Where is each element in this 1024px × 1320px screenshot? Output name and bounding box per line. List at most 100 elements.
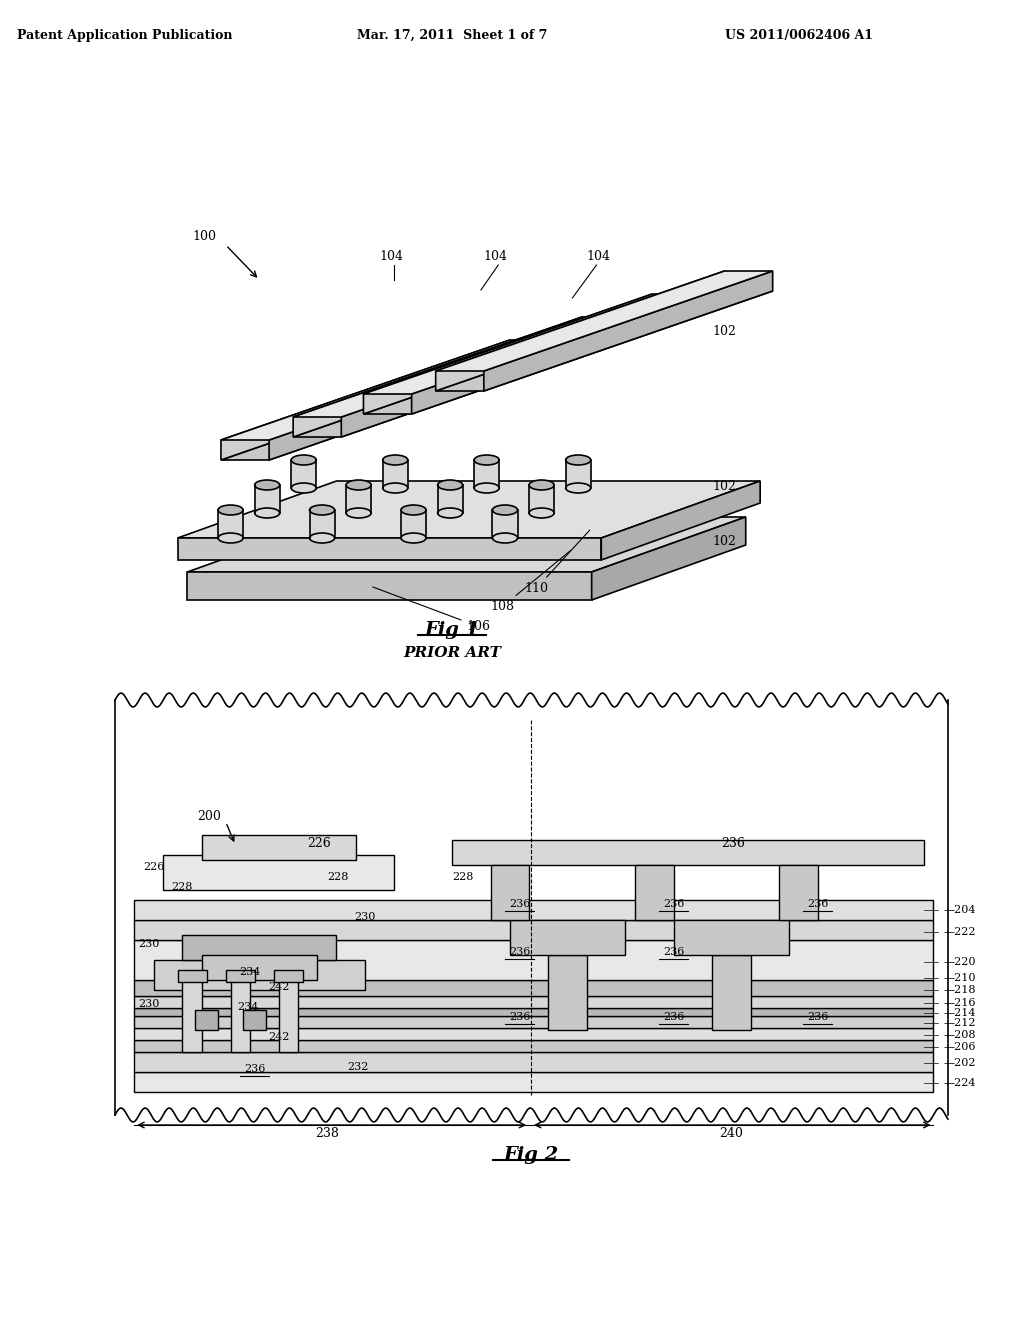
Text: Mar. 17, 2011  Sheet 1 of 7: Mar. 17, 2011 Sheet 1 of 7 (356, 29, 547, 41)
Text: 102: 102 (712, 535, 736, 548)
Polygon shape (177, 539, 601, 560)
Polygon shape (218, 510, 243, 539)
Ellipse shape (529, 508, 554, 517)
Polygon shape (412, 294, 700, 414)
Text: 240: 240 (719, 1127, 743, 1140)
Polygon shape (202, 954, 317, 979)
Polygon shape (293, 317, 582, 437)
Text: 228: 228 (452, 873, 473, 882)
Polygon shape (134, 1052, 934, 1072)
Text: 234: 234 (238, 1002, 259, 1012)
Polygon shape (134, 979, 934, 997)
Polygon shape (401, 510, 426, 539)
Polygon shape (221, 360, 558, 459)
Text: 108: 108 (490, 550, 570, 612)
Polygon shape (309, 510, 335, 539)
Polygon shape (255, 484, 280, 513)
Text: PRIOR ART: PRIOR ART (403, 645, 501, 660)
Text: 230: 230 (138, 939, 160, 949)
Ellipse shape (383, 483, 408, 492)
Polygon shape (187, 517, 745, 572)
Ellipse shape (346, 508, 371, 517)
Text: —212: —212 (943, 1018, 976, 1028)
Polygon shape (182, 979, 202, 1052)
Text: 242: 242 (268, 1032, 290, 1041)
Text: 236: 236 (722, 837, 745, 850)
Polygon shape (134, 920, 934, 940)
Ellipse shape (565, 455, 591, 465)
Text: 228: 228 (172, 882, 194, 892)
Text: 226: 226 (307, 837, 332, 850)
Text: 102: 102 (712, 325, 736, 338)
Polygon shape (273, 970, 303, 982)
Ellipse shape (255, 480, 280, 490)
Polygon shape (435, 271, 725, 391)
Ellipse shape (401, 533, 426, 543)
Ellipse shape (437, 508, 463, 517)
Ellipse shape (401, 506, 426, 515)
Text: 234: 234 (240, 968, 260, 977)
Text: 242: 242 (268, 982, 290, 993)
Polygon shape (565, 459, 591, 488)
Polygon shape (134, 1040, 934, 1052)
Polygon shape (383, 459, 408, 488)
Polygon shape (529, 484, 554, 513)
Polygon shape (364, 294, 700, 393)
Text: —210: —210 (943, 973, 976, 983)
Text: —224: —224 (943, 1078, 976, 1088)
Polygon shape (293, 337, 630, 437)
Text: —202: —202 (943, 1059, 976, 1068)
Polygon shape (269, 341, 558, 459)
Text: 236: 236 (663, 899, 684, 909)
Polygon shape (341, 317, 630, 437)
Ellipse shape (474, 455, 500, 465)
Ellipse shape (565, 483, 591, 492)
Polygon shape (452, 840, 924, 865)
Text: —208: —208 (943, 1030, 976, 1040)
Text: 232: 232 (347, 1063, 369, 1072)
Polygon shape (163, 855, 394, 890)
Polygon shape (225, 970, 255, 982)
Ellipse shape (493, 533, 517, 543)
Polygon shape (154, 960, 366, 990)
Text: 236: 236 (663, 946, 684, 957)
Text: 236: 236 (509, 946, 530, 957)
Text: 100: 100 (193, 230, 216, 243)
Text: Fig 1: Fig 1 (424, 620, 479, 639)
Text: 230: 230 (354, 912, 376, 921)
Text: 236: 236 (663, 1012, 684, 1022)
Polygon shape (279, 979, 298, 1052)
Polygon shape (177, 480, 760, 539)
Ellipse shape (309, 506, 335, 515)
Ellipse shape (255, 508, 280, 517)
Text: 102: 102 (712, 480, 736, 492)
Polygon shape (483, 271, 773, 391)
Text: 236: 236 (509, 1012, 530, 1022)
Text: 104: 104 (380, 249, 403, 263)
Text: US 2011/0062406 A1: US 2011/0062406 A1 (725, 29, 872, 41)
Text: —214: —214 (943, 1008, 976, 1018)
Text: 236: 236 (509, 899, 530, 909)
Polygon shape (364, 314, 700, 414)
Polygon shape (202, 836, 355, 861)
Polygon shape (712, 954, 751, 1030)
Text: 200: 200 (197, 810, 221, 822)
Ellipse shape (218, 533, 243, 543)
Polygon shape (510, 920, 626, 954)
Polygon shape (364, 294, 652, 414)
Ellipse shape (291, 455, 316, 465)
Ellipse shape (529, 480, 554, 490)
Polygon shape (195, 1010, 218, 1030)
Polygon shape (601, 480, 760, 560)
Text: —204: —204 (943, 906, 976, 915)
Ellipse shape (346, 480, 371, 490)
Text: —220: —220 (943, 957, 976, 968)
Polygon shape (221, 341, 510, 459)
Text: 236: 236 (807, 899, 828, 909)
Polygon shape (435, 290, 773, 391)
Text: 230: 230 (138, 999, 160, 1008)
Polygon shape (291, 459, 316, 488)
Text: 106: 106 (373, 587, 490, 634)
Text: —218: —218 (943, 985, 976, 995)
Polygon shape (635, 865, 674, 920)
